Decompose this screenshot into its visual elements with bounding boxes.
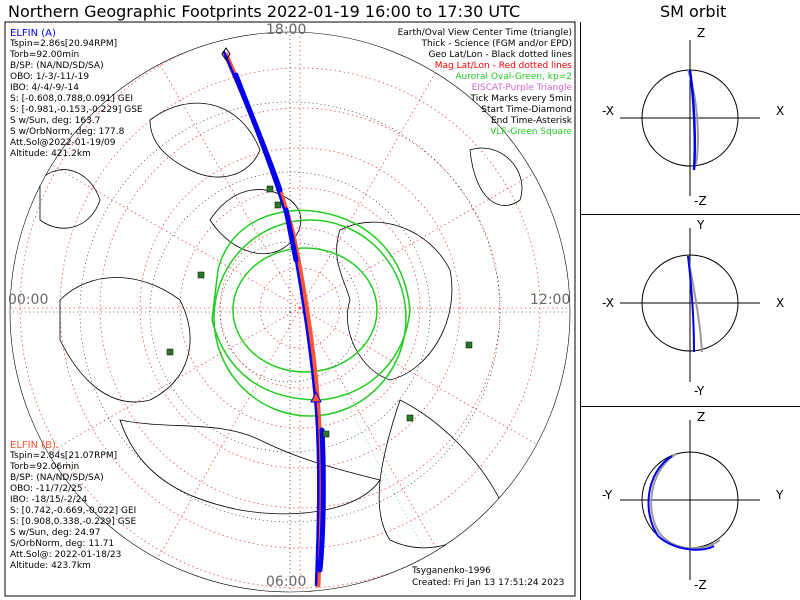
- elfin-a-name: ELFIN (A): [10, 28, 56, 39]
- sm-orbit-title: SM orbit: [660, 2, 727, 21]
- elfin-b-line: S: [0.742,-0.669,-0.022] GEI: [10, 506, 137, 516]
- elfin-b-line: B/SP: (NA/ND/SD/SA): [10, 473, 104, 483]
- auroral-oval: [211, 209, 411, 417]
- sm-panel-xz: [620, 40, 760, 196]
- vlf-stations: [166, 185, 473, 438]
- panel-divider: [580, 214, 800, 215]
- sm-axis-label: Z: [697, 26, 706, 40]
- elfin-a-line: Torb=92.00min: [10, 50, 80, 60]
- elfin-a-line: S: [-0.608,0.788,0.091] GEI: [10, 94, 134, 104]
- mag-lon-grid: [10, 32, 570, 592]
- elfin-a-block: ELFIN (A) Tspin=2.86s[20.94RPM] Torb=92.…: [10, 28, 143, 160]
- elfin-b-line: Altitude: 423.7km: [10, 561, 91, 571]
- eiscat-ray: [339, 389, 441, 581]
- elfin-b-line: IBO: -18/15/-2/24: [10, 495, 88, 505]
- legend-item: Thick - Science (FGM and/or EPD): [421, 39, 572, 49]
- legend: Earth/Oval View Center Time (triangle) T…: [398, 28, 572, 138]
- sm-axis-label: X: [776, 296, 785, 310]
- polar-footprint-map: [4, 21, 576, 597]
- legend-item: Earth/Oval View Center Time (triangle): [397, 28, 572, 38]
- elfin-a-line: S w/Sun, deg: 163.7: [10, 116, 101, 126]
- clock-label-top: 18:00: [266, 22, 307, 38]
- elfin-b-line: S w/Sun, deg: 24.97: [10, 528, 101, 538]
- legend-item: Start Time-Diamond: [481, 105, 572, 115]
- sm-orbit-panels: [620, 40, 760, 580]
- elfin-a-line: Tspin=2.86s[20.94RPM]: [10, 39, 118, 49]
- legend-item: Mag Lat/Lon - Red dotted lines: [434, 61, 572, 71]
- clock-label-left: 00:00: [8, 292, 49, 308]
- sm-axis-label: -Y: [602, 488, 613, 502]
- page-title: Northern Geographic Footprints 2022-01-1…: [8, 2, 521, 21]
- start-time-diamond: [221, 47, 231, 61]
- legend-item: End Time-Asterisk: [490, 116, 572, 126]
- elfin-a-line: Altitude: 421.2km: [10, 149, 91, 159]
- elfin-a-line: B/SP: (NA/ND/SD/SA): [10, 61, 104, 71]
- legend-item: EISCAT-Purple Triangle: [471, 83, 572, 93]
- sm-axis-label: -Z: [694, 194, 707, 208]
- elfin-b-line: Torb=92.06min: [10, 462, 80, 472]
- view-center-triangle: [310, 390, 322, 403]
- sm-orbit-column: [580, 22, 800, 600]
- legend-item: VLF-Green Square: [490, 127, 572, 137]
- sm-axis-label: -X: [602, 104, 614, 118]
- sm-panel-yz: [620, 420, 760, 580]
- sm-axis-label: Y: [776, 488, 784, 502]
- elfin-b-line: S: [0.908,0.338,-0.229] GSE: [10, 517, 137, 527]
- elfin-b-line: Att.Sol@: 2022-01-18/23: [10, 550, 122, 560]
- footer-created: Created: Fri Jan 13 17:51:24 2023: [412, 578, 565, 588]
- elfin-a-line: S w/OrbNorm, deg: 177.8: [10, 127, 125, 137]
- legend-item: Tick Marks every 5min: [470, 94, 572, 104]
- map-frame: [4, 21, 576, 597]
- elfin-b-line: OBO: -11/7/2/25: [10, 484, 83, 494]
- footer-author: Tsyganenko-1996: [412, 566, 491, 576]
- legend-item: Geo Lat/Lon - Black dotted lines: [428, 50, 572, 60]
- elfin-a-line: IBO: 4/-4/-9/-14: [10, 83, 79, 93]
- elfin-a-line: Att.Sol@2022-01-19/09: [10, 138, 116, 148]
- elfin-a-line: S: [-0.981,-0.153,-0.229] GSE: [10, 105, 143, 115]
- elfin-b-name: ELFIN (B): [10, 440, 56, 451]
- sm-axis-label: Z: [697, 410, 706, 424]
- sm-axis-label: -Y: [694, 384, 705, 398]
- elfin-b-line: S/OrbNorm, deg: 11.71: [10, 539, 115, 549]
- sm-axis-label: X: [776, 104, 785, 118]
- sm-axis-label: -X: [602, 296, 614, 310]
- sm-panel-xy: [620, 228, 760, 382]
- panel-divider: [580, 406, 800, 407]
- clock-label-right: 12:00: [530, 292, 571, 308]
- elfin-b-line: Tspin=2.84s[21.07RPM]: [10, 451, 118, 461]
- elfin-a-track: [222, 50, 320, 587]
- elfin-a-line: OBO: 1/-3/-11/-19: [10, 72, 90, 82]
- footer: Tsyganenko-1996 Created: Fri Jan 13 17:5…: [412, 566, 564, 589]
- clock-label-bottom: 06:00: [266, 574, 307, 590]
- legend-item: Auroral Oval-Green, kp=2: [455, 72, 572, 82]
- sm-axis-label: -Z: [694, 578, 707, 592]
- elfin-a-science-segments: [233, 72, 326, 573]
- sm-axis-label: Y: [697, 218, 705, 232]
- elfin-b-block: ELFIN (B) Tspin=2.84s[21.07RPM] Torb=92.…: [10, 440, 136, 572]
